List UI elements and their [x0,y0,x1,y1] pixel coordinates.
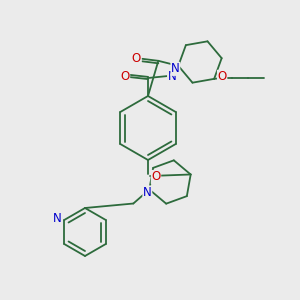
Text: N: N [168,70,176,83]
Text: O: O [152,170,160,184]
Text: N: N [53,212,62,224]
Text: N: N [143,186,152,199]
Text: N: N [171,62,180,75]
Text: O: O [120,70,130,83]
Text: O: O [218,70,227,83]
Text: O: O [132,52,141,65]
